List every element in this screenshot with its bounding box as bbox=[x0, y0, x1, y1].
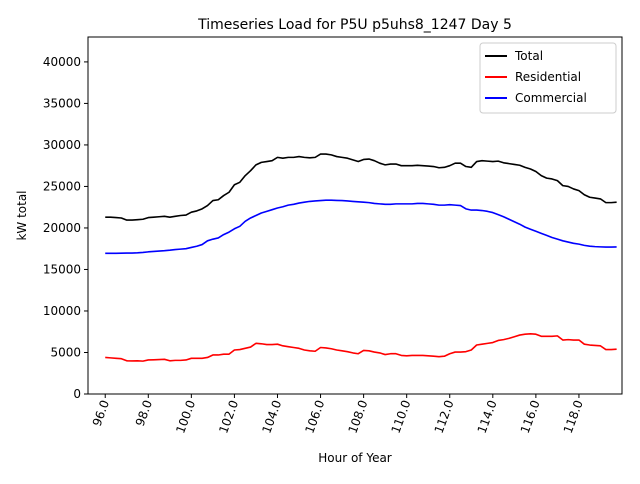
plot-frame bbox=[87, 36, 623, 395]
x-axis-ticks: 96.0 98.0 100.0 102.0 104.0 106.0 108.0 110.0 11… bbox=[90, 394, 586, 435]
y-tick-label: 40000 bbox=[43, 55, 81, 69]
x-tick-label: 96.0 bbox=[90, 398, 112, 428]
y-tick-label: 25000 bbox=[43, 179, 81, 193]
chart-title: Timeseries Load for P5U p5uhs8_1247 Day … bbox=[197, 17, 512, 33]
y-tick-label: 30000 bbox=[43, 138, 81, 152]
x-tick-label: 104.0 bbox=[259, 398, 284, 435]
x-tick-label: 100.0 bbox=[173, 398, 198, 435]
legend-label-total: Total bbox=[514, 49, 543, 63]
x-tick-label: 114.0 bbox=[475, 398, 500, 435]
y-axis-ticks: 0 5000 10000 15000 20000 25000 30000 35000 40000 bbox=[43, 55, 88, 401]
legend-label-commercial: Commercial bbox=[515, 91, 587, 105]
legend: Total Residential Commercial bbox=[479, 42, 617, 114]
y-tick-label: 35000 bbox=[43, 96, 81, 110]
x-axis-label: Hour of Year bbox=[318, 451, 392, 465]
y-axis-label: kW total bbox=[15, 190, 29, 240]
series-line-commercial bbox=[105, 199, 617, 255]
series-line-residential bbox=[105, 333, 617, 362]
legend-box bbox=[479, 42, 617, 114]
x-tick-label: 106.0 bbox=[302, 398, 327, 435]
y-tick-label: 10000 bbox=[43, 304, 81, 318]
x-tick-label: 98.0 bbox=[133, 398, 155, 428]
series-lines bbox=[105, 153, 617, 362]
y-tick-label: 0 bbox=[73, 387, 81, 401]
x-tick-label: 102.0 bbox=[216, 398, 241, 435]
legend-label-residential: Residential bbox=[515, 70, 581, 84]
x-tick-label: 116.0 bbox=[518, 398, 543, 435]
y-tick-label: 15000 bbox=[43, 262, 81, 276]
x-tick-label: 110.0 bbox=[389, 398, 414, 435]
y-tick-label: 20000 bbox=[43, 221, 81, 235]
y-tick-label: 5000 bbox=[50, 345, 81, 359]
x-tick-label: 118.0 bbox=[561, 398, 586, 435]
x-tick-label: 112.0 bbox=[432, 398, 457, 435]
series-line-total bbox=[105, 153, 617, 221]
x-tick-label: 108.0 bbox=[346, 398, 371, 435]
